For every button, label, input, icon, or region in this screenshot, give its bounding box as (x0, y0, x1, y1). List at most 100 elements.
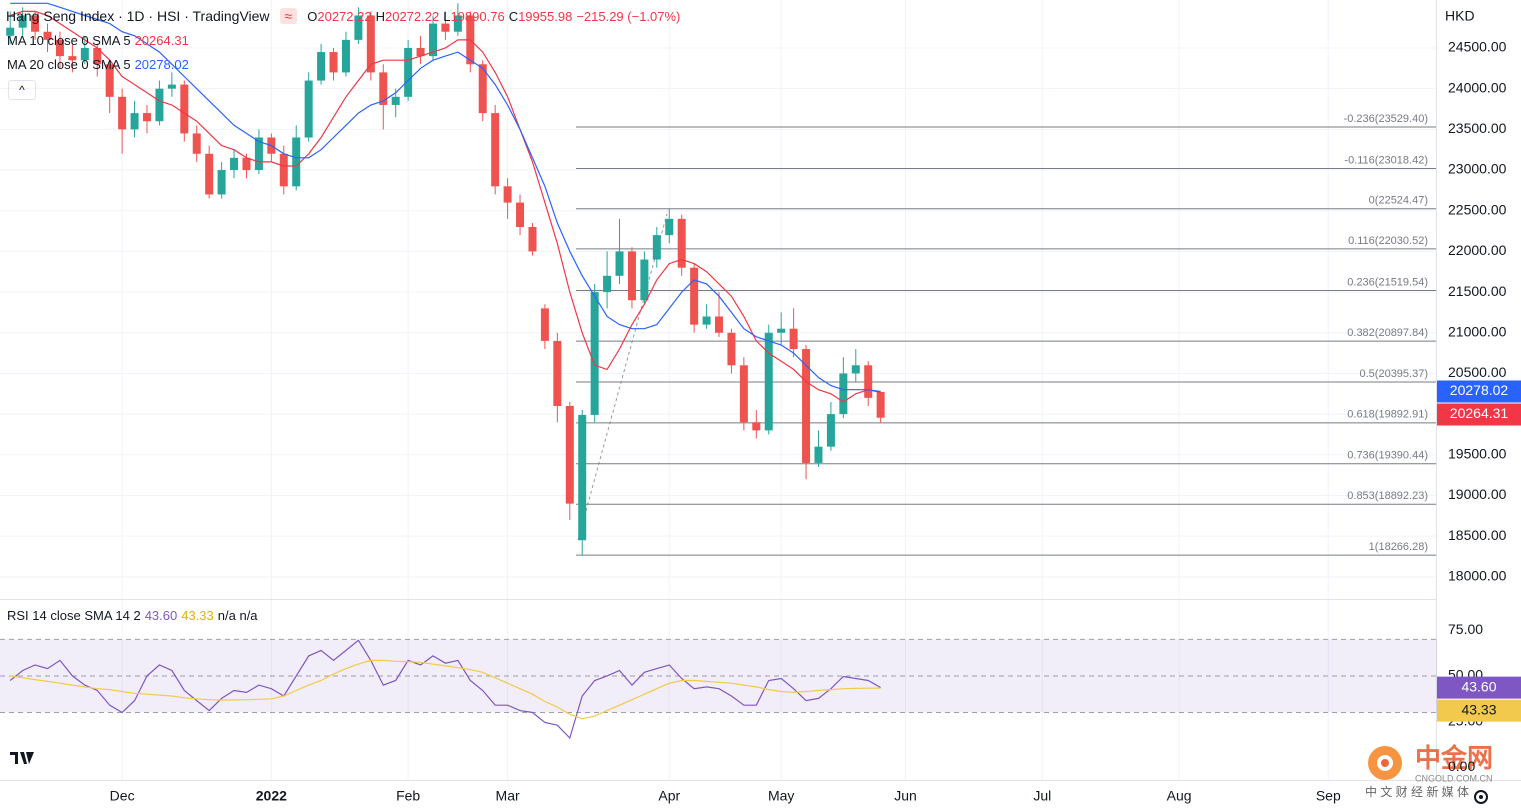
candle-body (329, 52, 338, 73)
candle-body (341, 39, 350, 73)
x-tick-label: Jul (1033, 788, 1051, 804)
candle-body (180, 84, 189, 134)
status-icon[interactable]: ≈ (279, 8, 298, 24)
candle-body (441, 23, 450, 32)
candle-body (292, 137, 301, 187)
ma-line (10, 2, 881, 393)
symbol[interactable]: Hang Seng Index · 1D · HSI · TradingView (6, 8, 270, 24)
legend-name[interactable]: MA 10 close 0 SMA 5 (7, 33, 131, 48)
y-tick-label: 24500.00 (1448, 39, 1507, 55)
candle-body (478, 64, 487, 114)
candle-body (752, 422, 761, 431)
candle-body (615, 251, 624, 276)
candle-body (565, 405, 574, 504)
fib-level-label: -0.236(23529.40) (1344, 113, 1428, 125)
candle-body (391, 96, 400, 105)
watermark-logo (1368, 746, 1402, 780)
x-tick-label: 2022 (256, 788, 287, 804)
candle-body (366, 15, 375, 73)
candle-body (93, 48, 102, 65)
candle-body (242, 157, 251, 171)
candle-body (105, 64, 114, 97)
rsi-line (10, 659, 881, 720)
fib-level-label: 0.116(22030.52) (1348, 235, 1428, 247)
candle-body (553, 340, 562, 406)
candle-body (876, 391, 885, 418)
ohlc-key: O (307, 8, 318, 24)
legend-value: 20278.02 (134, 57, 189, 72)
fib-level-label: 0.5(20395.37) (1360, 368, 1429, 380)
candle-body (304, 80, 313, 138)
candle-body (205, 153, 214, 195)
ohlc-key: C (508, 8, 519, 24)
candle-body (777, 328, 786, 333)
candle-body (254, 137, 263, 171)
ohlc-item: L19890.76 (443, 9, 504, 24)
candle-body (627, 251, 636, 301)
candle-body (192, 133, 201, 154)
watermark-tagline: 中 文 财 经 新 媒 体 (1365, 784, 1469, 799)
candle-body (715, 316, 723, 333)
y-tick-label: 23000.00 (1448, 161, 1507, 177)
x-tick-label: May (768, 788, 794, 804)
legend-name[interactable]: RSI 14 close SMA 14 2 (7, 608, 141, 623)
y-tick-label: 21500.00 (1448, 283, 1507, 299)
y-tick-label: 75.00 (1448, 621, 1483, 637)
ohlc-value: 19955.98 (518, 8, 573, 24)
candle-body (404, 48, 413, 97)
y-tick-label: 22500.00 (1448, 201, 1507, 217)
x-tick-label: Sep (1316, 788, 1341, 804)
ohlc-value: 20272.22 (317, 8, 372, 24)
candle-body (429, 23, 437, 57)
rsi-band (0, 639, 1437, 713)
fib-level-label: 0.382(20897.84) (1347, 327, 1428, 339)
candle-body (317, 52, 326, 81)
candle-body (453, 15, 462, 32)
y-tick-label: 23500.00 (1448, 120, 1507, 136)
candle-body (230, 157, 239, 171)
x-tick-label: Apr (658, 788, 680, 804)
candle-body (55, 39, 64, 57)
x-tick-label: Dec (110, 788, 135, 804)
candle-body (802, 349, 811, 463)
fib-level-label: 0(22524.47) (1369, 195, 1428, 207)
candle-body (416, 48, 425, 57)
rsi-legend: RSI 14 close SMA 14 2 43.60 43.33 n/a n/… (7, 608, 258, 623)
collapse-button[interactable]: ^ (8, 80, 36, 100)
y-tick-label: 19000.00 (1448, 486, 1507, 502)
price-badge (1437, 380, 1521, 403)
watermark-site: CNGOLD.COM.CN (1415, 773, 1493, 783)
currency-label: HKD (1445, 8, 1475, 24)
candle-body (540, 308, 549, 341)
ma-line (10, 10, 881, 403)
candle-body (167, 84, 176, 89)
y-tick-label: 19500.00 (1448, 446, 1507, 462)
candle-body (590, 292, 599, 415)
y-tick-label: 20500.00 (1448, 364, 1507, 380)
fib-trend-line (577, 213, 668, 541)
legend-value: 43.60 (144, 608, 178, 623)
fib-level-label: -0.116(23018.42) (1344, 154, 1428, 166)
ohlc-key: H (375, 8, 385, 24)
price-badge (1437, 699, 1521, 722)
y-tick-label: 24000.00 (1448, 79, 1507, 95)
candle-body (640, 259, 649, 301)
candle-body (739, 365, 748, 423)
x-tick-label: Mar (496, 788, 520, 804)
candle-body (503, 186, 512, 203)
candle-body (603, 275, 612, 293)
fib-level-label: 0.236(21519.54) (1347, 276, 1428, 288)
fib-level-label: 0.736(19390.44) (1347, 450, 1428, 462)
candle-body (528, 226, 537, 252)
candle-body (652, 235, 661, 260)
candle-body (851, 365, 860, 374)
candle-body (43, 31, 52, 40)
candle-body (491, 113, 500, 187)
candle-body (702, 316, 711, 325)
candle-body (764, 332, 773, 431)
candle-body (31, 15, 40, 32)
settings-icon[interactable] (1474, 790, 1488, 804)
legend-name[interactable]: MA 20 close 0 SMA 5 (7, 57, 131, 72)
watermark-name: 中金网 (1415, 743, 1493, 773)
